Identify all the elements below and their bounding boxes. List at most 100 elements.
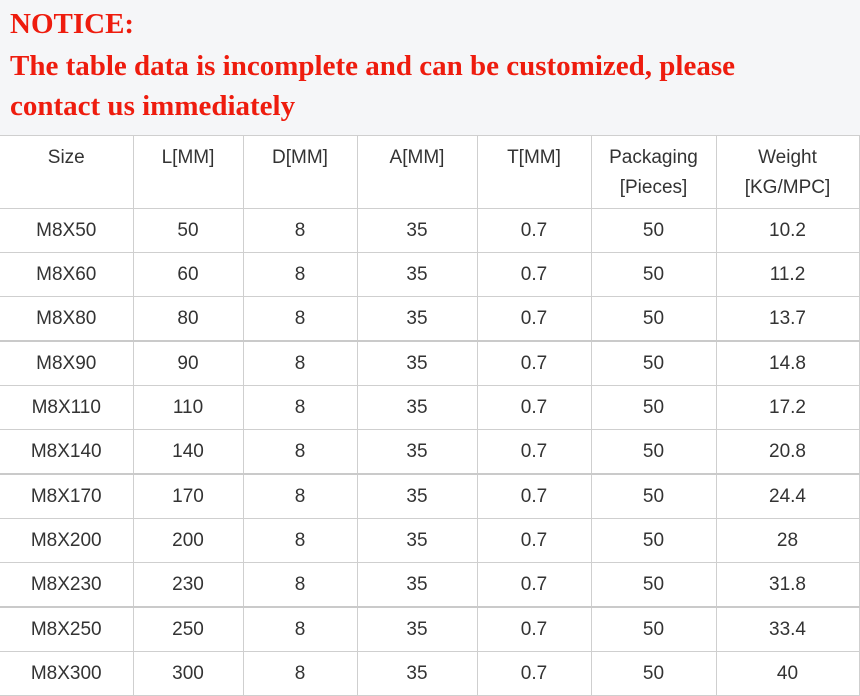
table-cell: 0.7 xyxy=(476,606,592,652)
table-cell: 50 xyxy=(590,340,717,386)
table-cell: 230 xyxy=(132,562,244,608)
table-cell: 50 xyxy=(132,208,244,253)
column-header: D[MM] xyxy=(242,135,358,209)
table-cell: 0.7 xyxy=(476,252,592,297)
spec-table: Size L[MM] D[MM] A[MM] T[MM] Packaging [Pieces… xyxy=(0,135,860,696)
column-header: Packaging [Pieces] xyxy=(590,135,717,209)
table-cell: 17.2 xyxy=(715,385,860,430)
table-cell: 8 xyxy=(242,429,358,475)
table-header-row: Size L[MM] D[MM] A[MM] T[MM] Packaging [Pieces… xyxy=(0,135,860,209)
table-cell: 40 xyxy=(715,651,860,696)
table-cell: 20.8 xyxy=(715,429,860,475)
table-cell: 35 xyxy=(356,606,478,652)
table-cell: 35 xyxy=(356,252,478,297)
table-cell: 8 xyxy=(242,252,358,297)
table-cell: 24.4 xyxy=(715,473,860,519)
table-cell: 35 xyxy=(356,208,478,253)
table-row: M8X140 140 8 35 0.7 50 20.8 xyxy=(0,429,860,475)
table-cell: 8 xyxy=(242,340,358,386)
table-cell: 35 xyxy=(356,473,478,519)
table-cell: 31.8 xyxy=(715,562,860,608)
table-cell: 0.7 xyxy=(476,296,592,342)
table-cell: 8 xyxy=(242,385,358,430)
table-cell: M8X250 xyxy=(0,606,134,652)
table-cell: 300 xyxy=(132,651,244,696)
table-cell: M8X140 xyxy=(0,429,134,475)
notice-line-2: contact us immediately xyxy=(10,90,296,122)
table-cell: 10.2 xyxy=(715,208,860,253)
table-cell: 50 xyxy=(590,296,717,342)
table-cell: 35 xyxy=(356,429,478,475)
table-cell: M8X300 xyxy=(0,651,134,696)
table-cell: 50 xyxy=(590,518,717,563)
table-row: M8X80 80 8 35 0.7 50 13.7 xyxy=(0,296,860,342)
table-cell: 200 xyxy=(132,518,244,563)
table-cell: 8 xyxy=(242,606,358,652)
table-cell: 35 xyxy=(356,385,478,430)
table-cell: 0.7 xyxy=(476,340,592,386)
table-cell: 14.8 xyxy=(715,340,860,386)
column-header: L[MM] xyxy=(132,135,244,209)
table-cell: 50 xyxy=(590,208,717,253)
notice-title: NOTICE: xyxy=(10,8,135,40)
table-cell: M8X170 xyxy=(0,473,134,519)
table-cell: 0.7 xyxy=(476,429,592,475)
table-cell: 35 xyxy=(356,518,478,563)
table-cell: 0.7 xyxy=(476,208,592,253)
table-row: M8X110 110 8 35 0.7 50 17.2 xyxy=(0,385,860,430)
table-cell: 50 xyxy=(590,562,717,608)
table-cell: 60 xyxy=(132,252,244,297)
column-header: Weight [KG/MPC] xyxy=(715,135,860,209)
table-cell: M8X110 xyxy=(0,385,134,430)
table-row: M8X300 300 8 35 0.7 50 40 xyxy=(0,651,860,696)
table-cell: 8 xyxy=(242,473,358,519)
table-cell: 8 xyxy=(242,651,358,696)
table-cell: 28 xyxy=(715,518,860,563)
table-cell: 250 xyxy=(132,606,244,652)
table-cell: 8 xyxy=(242,296,358,342)
column-header: A[MM] xyxy=(356,135,478,209)
table-cell: M8X200 xyxy=(0,518,134,563)
table-cell: 35 xyxy=(356,651,478,696)
table-cell: 50 xyxy=(590,429,717,475)
table-row: M8X60 60 8 35 0.7 50 11.2 xyxy=(0,252,860,297)
table-cell: 140 xyxy=(132,429,244,475)
table-cell: 90 xyxy=(132,340,244,386)
table-cell: 50 xyxy=(590,651,717,696)
table-row: M8X170 170 8 35 0.7 50 24.4 xyxy=(0,473,860,519)
table-cell: 0.7 xyxy=(476,473,592,519)
table-cell: 80 xyxy=(132,296,244,342)
table-cell: 8 xyxy=(242,208,358,253)
table-cell: M8X80 xyxy=(0,296,134,342)
table-cell: 0.7 xyxy=(476,385,592,430)
table-cell: M8X230 xyxy=(0,562,134,608)
table-cell: 35 xyxy=(356,562,478,608)
table-cell: 13.7 xyxy=(715,296,860,342)
table-cell: M8X90 xyxy=(0,340,134,386)
table-cell: 110 xyxy=(132,385,244,430)
table-cell: 8 xyxy=(242,562,358,608)
table-row: M8X90 90 8 35 0.7 50 14.8 xyxy=(0,340,860,386)
table-cell: 0.7 xyxy=(476,518,592,563)
table-row: M8X230 230 8 35 0.7 50 31.8 xyxy=(0,562,860,608)
table-cell: 50 xyxy=(590,385,717,430)
table-cell: 8 xyxy=(242,518,358,563)
table-cell: 0.7 xyxy=(476,562,592,608)
table-cell: 33.4 xyxy=(715,606,860,652)
table-cell: 50 xyxy=(590,252,717,297)
table-row: M8X200 200 8 35 0.7 50 28 xyxy=(0,518,860,563)
table-cell: 170 xyxy=(132,473,244,519)
table-cell: 11.2 xyxy=(715,252,860,297)
table-cell: 35 xyxy=(356,296,478,342)
table-cell: M8X60 xyxy=(0,252,134,297)
table-row: M8X250 250 8 35 0.7 50 33.4 xyxy=(0,606,860,652)
notice-banner: NOTICE: The table data is incomplete and… xyxy=(0,0,860,135)
table-cell: 0.7 xyxy=(476,651,592,696)
table-cell: 35 xyxy=(356,340,478,386)
table-cell: 50 xyxy=(590,606,717,652)
notice-line-1: The table data is incomplete and can be … xyxy=(10,50,735,82)
column-header: Size xyxy=(0,135,134,209)
table-cell: M8X50 xyxy=(0,208,134,253)
table-cell: 50 xyxy=(590,473,717,519)
table-row: M8X50 50 8 35 0.7 50 10.2 xyxy=(0,208,860,253)
